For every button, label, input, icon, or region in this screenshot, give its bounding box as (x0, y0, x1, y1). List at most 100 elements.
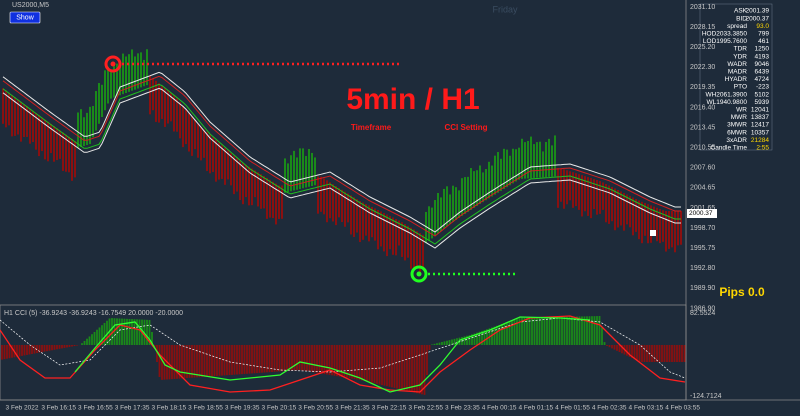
candle (521, 138, 523, 179)
candle (536, 142, 538, 178)
candle (329, 182, 331, 219)
cci-bar (218, 345, 221, 376)
indicator-axis-label: -124.7124 (690, 393, 722, 400)
info-value: 2000.37 (746, 15, 770, 22)
info-label: PTO (734, 84, 747, 91)
candle (260, 174, 262, 209)
cci-bar (178, 345, 181, 379)
indicator-axis-label: 82.5524 (690, 310, 715, 317)
candle (608, 185, 610, 224)
candle (515, 149, 517, 182)
show-button[interactable] (9, 11, 41, 24)
cci-bar (66, 345, 68, 348)
candle (341, 189, 343, 223)
cci-bar (3, 345, 6, 360)
candle (404, 224, 406, 261)
candle (599, 181, 601, 214)
candle (134, 56, 136, 90)
price-label: 1989.90 (690, 285, 715, 292)
candle (410, 227, 412, 269)
cci-bar (628, 345, 631, 357)
cci-bar (288, 345, 291, 371)
cci-bar (76, 345, 78, 346)
candle (368, 205, 370, 242)
candle (629, 196, 631, 228)
candle (20, 101, 22, 142)
candle (143, 59, 145, 87)
candle (119, 62, 121, 96)
time-label: 4 Feb 00:15 (482, 405, 517, 412)
candle (566, 170, 568, 205)
cci-bar (176, 345, 178, 379)
cci-bar (601, 327, 603, 345)
info-value: 13837 (751, 114, 769, 121)
candle (539, 141, 541, 178)
cci-bar (618, 345, 621, 353)
cci-bar (566, 316, 568, 345)
band-line (2, 83, 681, 245)
time-label: 3 Feb 18:15 (151, 405, 186, 412)
candle (305, 156, 307, 188)
cci-bar (33, 345, 36, 354)
candle (131, 49, 133, 91)
candle (398, 220, 400, 246)
price-label: 2001.65 (690, 205, 715, 212)
info-label: LOD1995.7600 (703, 38, 747, 45)
price-label: 2019.35 (690, 84, 715, 91)
info-value: 799 (758, 31, 769, 38)
cci-bar (411, 345, 413, 392)
cci-bar (316, 345, 318, 373)
cci-bar (236, 345, 238, 375)
time-label: 4 Feb 03:15 (629, 405, 664, 412)
info-label: 3xADR (726, 137, 747, 144)
candle (194, 120, 196, 150)
cci-bar (406, 345, 408, 391)
candle (77, 112, 79, 148)
time-label: 3 Feb 19:35 (225, 405, 260, 412)
cci-bar (491, 327, 493, 345)
candle (500, 158, 502, 191)
candle (314, 157, 316, 186)
show-button-label[interactable]: Show (16, 14, 34, 21)
cci-bar (183, 345, 186, 379)
cci-bar (286, 345, 288, 371)
candle (401, 222, 403, 257)
candle (101, 84, 103, 117)
cci-bar (258, 345, 261, 373)
cci-bar (508, 321, 511, 345)
cci-bar (358, 345, 361, 380)
info-value: 5939 (755, 99, 770, 106)
cci-bar (266, 345, 268, 373)
cci-bar (138, 319, 141, 345)
cci-bar (293, 345, 296, 371)
candle (446, 186, 448, 227)
time-label: 3 Feb 21:35 (335, 405, 370, 412)
cci-bar (91, 334, 93, 345)
candle (269, 179, 271, 218)
cci-bar (73, 345, 76, 347)
info-value: -223 (756, 84, 769, 91)
cci-bar (511, 320, 513, 345)
info-value: 2001.39 (746, 8, 770, 15)
cci-bar (326, 345, 328, 375)
candle (509, 155, 511, 186)
candle (242, 162, 244, 205)
candle (17, 99, 19, 135)
cci-bar (393, 345, 396, 388)
price-label: 2004.65 (690, 185, 715, 192)
cci-bar (673, 345, 676, 362)
cci-bar (103, 322, 106, 345)
cci-bar (396, 345, 398, 389)
cci-bar (558, 317, 561, 345)
candle (326, 180, 328, 223)
cci-bar (228, 345, 231, 376)
candle (503, 148, 505, 189)
candle (287, 163, 289, 192)
info-value: 2:55 (756, 145, 769, 152)
candle (482, 172, 484, 203)
cci-bar (233, 345, 236, 375)
candle (275, 183, 277, 225)
cci-bar (186, 345, 188, 379)
cci-bar (468, 335, 471, 345)
